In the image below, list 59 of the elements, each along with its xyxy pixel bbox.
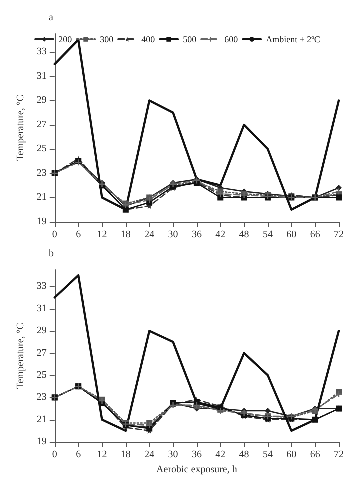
legend-label: 300 (100, 34, 114, 44)
x-tick-label: 12 (97, 230, 108, 240)
x-tick-label: 24 (144, 450, 155, 461)
x-tick-label: 6 (76, 230, 82, 240)
point (218, 194, 224, 201)
legend-label: 600 (224, 34, 239, 44)
x-tick-label: 0 (52, 230, 58, 240)
x-tick-label: 12 (97, 450, 108, 461)
y-tick-label: 25 (36, 144, 47, 155)
x-tick-label: 36 (192, 230, 202, 240)
x-tick-label: 54 (262, 230, 273, 240)
x-tick-label: 48 (239, 450, 250, 461)
y-tick-label: 27 (36, 348, 47, 359)
y-tick-label: 33 (36, 281, 47, 292)
y-tick-label: 31 (36, 303, 47, 314)
legend-label: 500 (183, 34, 198, 44)
y-tick-label: 29 (36, 95, 47, 106)
x-tick-label: 18 (120, 450, 131, 461)
y-tick-label: 19 (36, 436, 47, 448)
y-tick-label: 23 (36, 392, 47, 404)
x-tick-label: 18 (120, 230, 131, 240)
x-axis-title: Aerobic exposure, h (156, 464, 238, 476)
legend-label: 200 (58, 34, 73, 44)
y-axis-title: Temperature, °C (16, 94, 26, 162)
x-tick-label: 24 (144, 230, 155, 240)
y-tick-label: 21 (36, 192, 47, 204)
y-tick-label: 23 (36, 168, 47, 179)
x-tick-label: 60 (286, 230, 297, 240)
point (336, 188, 342, 195)
x-tick-label: 72 (334, 230, 344, 240)
x-tick-label: 42 (216, 450, 226, 461)
chart-title: a (49, 12, 54, 24)
y-tick-label: 27 (36, 119, 47, 130)
legend-label: 400 (142, 34, 156, 44)
y-tick-label: 29 (36, 326, 47, 337)
y-tick-label: 19 (36, 216, 47, 228)
x-tick-label: 42 (216, 230, 226, 240)
x-tick-label: 6 (76, 450, 82, 461)
y-tick-label: 21 (36, 414, 47, 426)
x-tick-label: 0 (52, 450, 58, 461)
y-tick-label: 31 (36, 70, 47, 82)
x-tick-label: 60 (286, 450, 297, 461)
point (194, 399, 200, 406)
x-tick-label: 30 (168, 450, 178, 461)
y-tick-label: 25 (36, 370, 47, 381)
chart-title: b (49, 248, 54, 260)
point (336, 194, 342, 201)
x-tick-label: 72 (334, 450, 344, 461)
point (146, 197, 153, 204)
y-tick-label: 33 (36, 46, 47, 58)
x-tick-label: 54 (262, 450, 273, 461)
x-tick-label: 30 (168, 230, 178, 240)
y-axis-title: Temperature, °C (16, 322, 26, 390)
legend-label: Ambient + 2ºC (266, 34, 320, 44)
x-tick-label: 66 (310, 450, 320, 461)
x-tick-label: 48 (239, 230, 250, 240)
line-series (54, 274, 340, 432)
x-tick-label: 66 (310, 230, 320, 240)
x-tick-label: 36 (192, 450, 202, 461)
